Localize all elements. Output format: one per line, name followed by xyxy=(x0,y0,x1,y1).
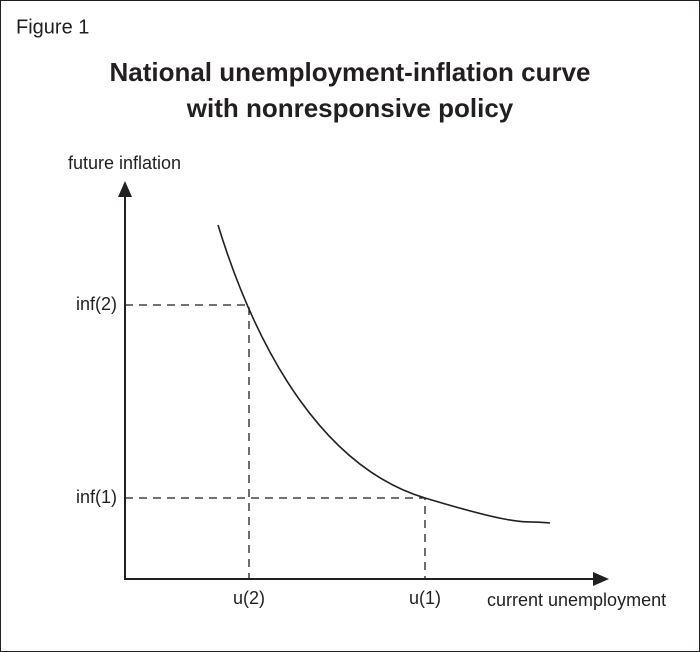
title-line: National unemployment-inflation curve xyxy=(109,57,590,87)
title-line: with nonresponsive policy xyxy=(186,93,514,123)
y-tick-label: inf(2) xyxy=(76,294,117,314)
x-tick-label: u(2) xyxy=(233,588,265,608)
curve xyxy=(217,224,551,524)
x-axis-label: current unemployment xyxy=(487,590,666,610)
y-axis-arrow xyxy=(118,181,132,197)
y-tick-label: inf(1) xyxy=(76,487,117,507)
x-axis-arrow xyxy=(593,572,609,586)
x-tick-label: u(1) xyxy=(409,588,441,608)
figure-label: Figure 1 xyxy=(16,16,89,38)
y-axis-label: future inflation xyxy=(68,153,181,173)
